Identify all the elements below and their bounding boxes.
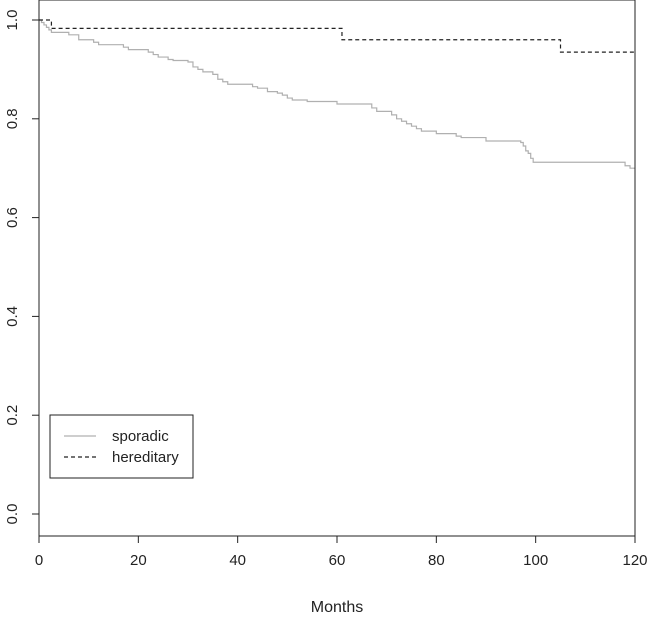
x-tick-label: 60 [329, 552, 346, 569]
x-axis-label: Months [311, 599, 363, 616]
y-tick-label: 0.0 [4, 504, 21, 525]
series-line-sporadic [39, 19, 635, 169]
x-tick-label: 20 [130, 552, 147, 569]
x-tick-label: 40 [229, 552, 246, 569]
y-tick-label: 0.2 [4, 405, 21, 426]
legend-label-sporadic: sporadic [112, 428, 169, 445]
y-axis: 0.0 0.2 0.4 0.6 0.8 1.0 [4, 10, 40, 525]
series-line-hereditary [39, 19, 635, 53]
x-tick-label: 120 [622, 552, 647, 569]
y-tick-label: 0.8 [4, 108, 21, 129]
y-tick-label: 1.0 [4, 10, 21, 31]
x-tick-label: 80 [428, 552, 445, 569]
y-tick-label: 0.4 [4, 306, 21, 327]
legend-label-hereditary: hereditary [112, 449, 179, 466]
y-tick-label: 0.6 [4, 207, 21, 228]
x-tick-label: 100 [523, 552, 548, 569]
legend-box [49, 414, 194, 479]
x-tick-label: 0 [35, 552, 43, 569]
x-axis: 0 20 40 60 80 100 120 [35, 535, 648, 569]
chart-plot-marks [39, 19, 635, 169]
legend: sporadic hereditary [49, 414, 194, 479]
